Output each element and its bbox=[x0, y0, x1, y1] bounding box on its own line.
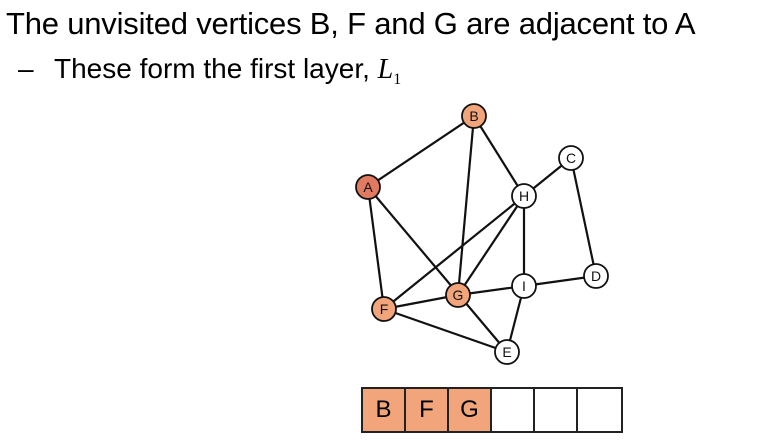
vertex-circle bbox=[583, 263, 609, 289]
bullet-text: These form the first layer, bbox=[54, 53, 378, 84]
queue-cell: F bbox=[406, 389, 449, 431]
vertex-circle bbox=[461, 103, 487, 129]
queue-cell: B bbox=[363, 389, 406, 431]
edge-a-b bbox=[367, 115, 475, 188]
edge-a-e bbox=[367, 186, 508, 353]
edge-g-h bbox=[457, 195, 525, 296]
vertex-a: A bbox=[355, 174, 381, 200]
vertex-label: D bbox=[591, 268, 601, 284]
layer-symbol-subscript: 1 bbox=[393, 71, 402, 88]
vertex-label: B bbox=[469, 108, 478, 124]
graph-nodes: A B C D E F G H I bbox=[355, 103, 609, 365]
vertex-label: C bbox=[566, 150, 576, 166]
vertex-circle bbox=[355, 174, 381, 200]
queue-cell: G bbox=[449, 389, 492, 431]
edge-b-h bbox=[473, 115, 525, 197]
vertex-circle bbox=[511, 273, 537, 299]
vertex-label: E bbox=[502, 344, 511, 360]
vertex-circle bbox=[511, 183, 537, 209]
vertex-e: E bbox=[494, 339, 520, 365]
vertex-label: I bbox=[522, 278, 526, 294]
vertex-h: H bbox=[511, 183, 537, 209]
edge-e-f bbox=[383, 307, 508, 354]
slide-headline: The unvisited vertices B, F and G are ad… bbox=[6, 6, 696, 41]
vertex-circle bbox=[558, 145, 584, 171]
edge-a-f bbox=[366, 186, 386, 310]
queue-cell bbox=[492, 389, 535, 431]
vertex-circle bbox=[445, 282, 471, 308]
vertex-circle bbox=[494, 339, 520, 365]
layer-symbol: L1 bbox=[377, 54, 402, 88]
vertex-circle bbox=[371, 296, 397, 322]
vertex-b: B bbox=[461, 103, 487, 129]
vertex-label: G bbox=[453, 287, 464, 303]
vertex-f: F bbox=[371, 296, 397, 322]
vertex-c: C bbox=[558, 145, 584, 171]
edge-b-g bbox=[456, 115, 476, 296]
vertex-g: G bbox=[445, 282, 471, 308]
queue-cell bbox=[535, 389, 578, 431]
vertex-i: I bbox=[511, 273, 537, 299]
queue-cell bbox=[578, 389, 621, 431]
vertex-label: H bbox=[519, 188, 529, 204]
bullet-point: – These form the first layer, L1 bbox=[18, 50, 401, 99]
edge-f-h bbox=[383, 195, 525, 310]
vertex-label: F bbox=[380, 301, 389, 317]
bullet-dash: – bbox=[18, 53, 34, 84]
layer-symbol-letter: L bbox=[377, 54, 394, 85]
edge-c-d bbox=[569, 157, 598, 277]
vertex-label: A bbox=[363, 179, 373, 195]
vertex-d: D bbox=[583, 263, 609, 289]
